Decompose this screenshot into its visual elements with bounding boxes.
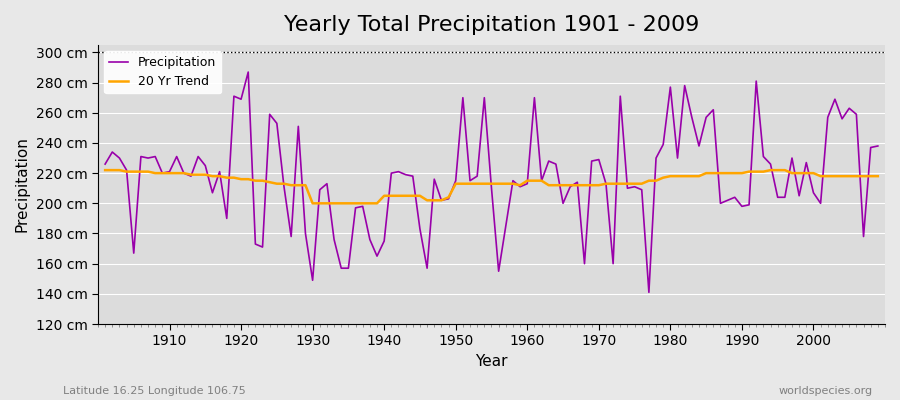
- Precipitation: [615, 94, 626, 98]
- Text: Latitude 16.25 Longitude 106.75: Latitude 16.25 Longitude 106.75: [63, 386, 246, 396]
- Precipitation: [321, 181, 332, 186]
- 20 Yr Trend: [615, 181, 626, 186]
- Title: Yearly Total Precipitation 1901 - 2009: Yearly Total Precipitation 1901 - 2009: [284, 15, 699, 35]
- Precipitation: [243, 70, 254, 74]
- Text: worldspecies.org: worldspecies.org: [778, 386, 873, 396]
- 20 Yr Trend: [100, 168, 111, 172]
- Precipitation: [529, 95, 540, 100]
- 20 Yr Trend: [157, 171, 167, 176]
- Y-axis label: Precipitation: Precipitation: [15, 136, 30, 232]
- 20 Yr Trend: [522, 178, 533, 183]
- Precipitation: [364, 237, 375, 242]
- Line: 20 Yr Trend: 20 Yr Trend: [105, 170, 878, 203]
- Precipitation: [644, 290, 654, 295]
- X-axis label: Year: Year: [475, 354, 508, 369]
- Precipitation: [872, 144, 883, 148]
- 20 Yr Trend: [307, 201, 318, 206]
- 20 Yr Trend: [364, 201, 375, 206]
- Line: Precipitation: Precipitation: [105, 72, 878, 292]
- 20 Yr Trend: [321, 201, 332, 206]
- 20 Yr Trend: [872, 174, 883, 178]
- Precipitation: [157, 171, 167, 176]
- Precipitation: [522, 181, 533, 186]
- Legend: Precipitation, 20 Yr Trend: Precipitation, 20 Yr Trend: [104, 51, 221, 93]
- 20 Yr Trend: [529, 178, 540, 183]
- Precipitation: [100, 162, 111, 166]
